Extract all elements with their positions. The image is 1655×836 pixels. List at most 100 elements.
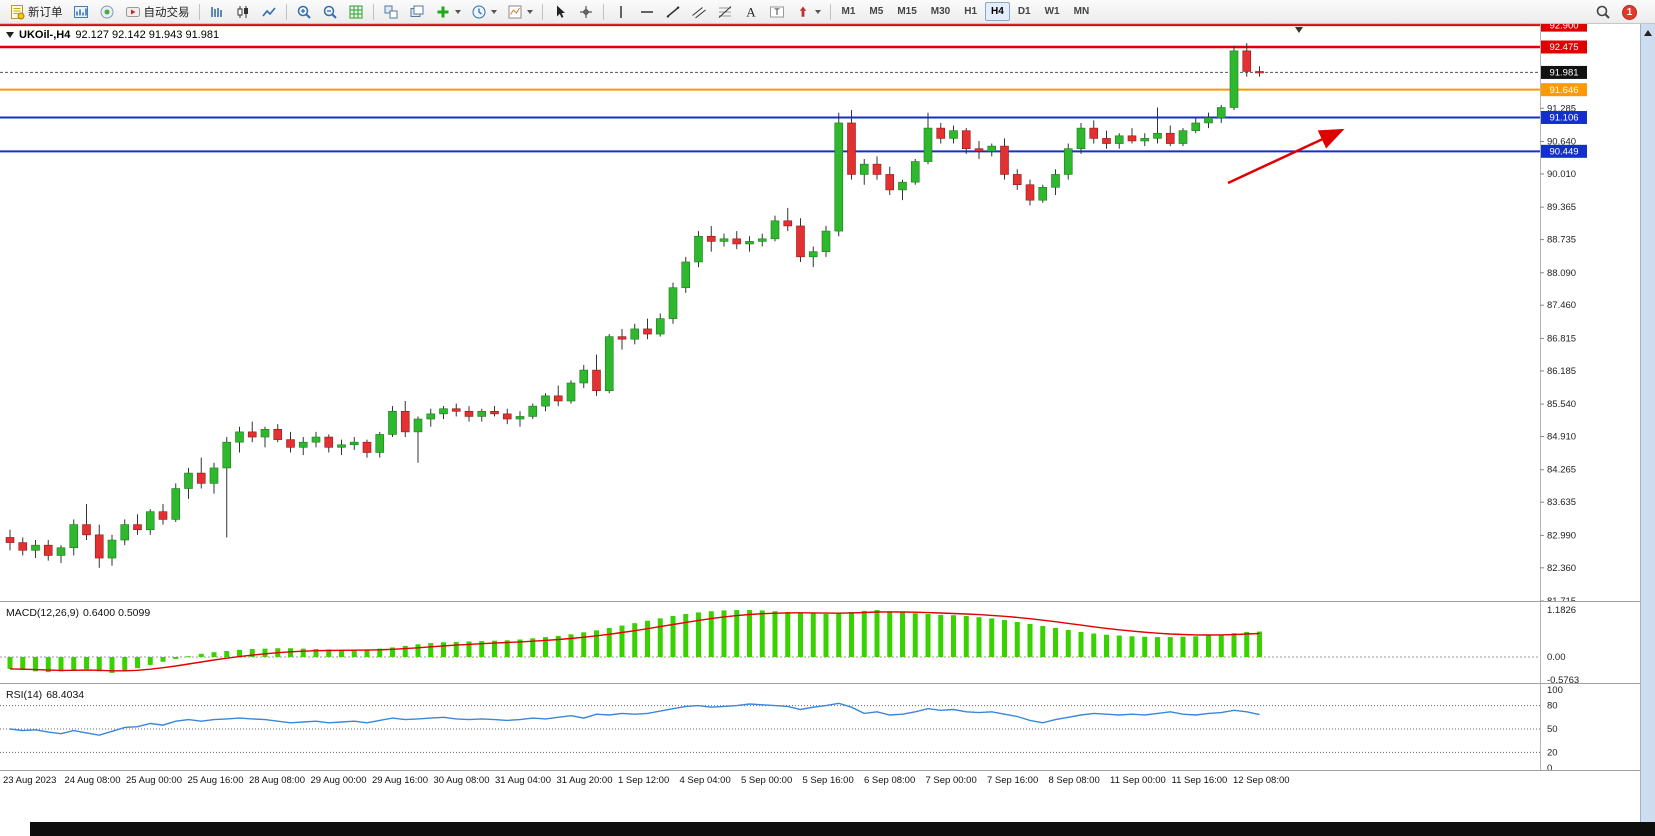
text-icon: A — [746, 4, 756, 19]
time-axis-label: 25 Aug 16:00 — [187, 775, 244, 786]
chart-collapse-icon[interactable] — [6, 32, 14, 38]
zoom-in-button[interactable] — [292, 1, 316, 23]
time-axis[interactable]: 23 Aug 2023 24 Aug 08:00 25 Aug 00:00 25 Au… — [0, 771, 1640, 790]
macd-title: MACD(12,26,9) — [6, 607, 79, 619]
text-button[interactable]: A — [739, 1, 763, 23]
timeframe-d1-button[interactable]: D1 — [1017, 6, 1031, 17]
macd-axis[interactable]: 1.1826 0.00 -0.5763 — [1540, 602, 1580, 684]
arrow-annotation[interactable] — [1227, 128, 1345, 185]
right-scrollbar[interactable] — [1640, 24, 1655, 822]
trendline-button[interactable] — [661, 1, 685, 23]
toolbar-separator — [198, 3, 200, 20]
svg-text:82.990: 82.990 — [1547, 530, 1576, 541]
svg-text:84.265: 84.265 — [1547, 465, 1576, 476]
charts-icon — [73, 5, 88, 18]
time-axis-label: 24 Aug 08:00 — [64, 775, 121, 786]
chevron-down-icon — [526, 9, 533, 14]
linechart-icon — [261, 6, 276, 16]
svg-text:92.900: 92.900 — [1549, 24, 1578, 31]
indicators-button[interactable] — [431, 1, 465, 23]
macd-panel[interactable]: 1.1826 0.00 -0.5763 — [0, 602, 1640, 684]
new-order-button-label: 新订单 — [28, 6, 63, 19]
cascade-windows-button[interactable] — [405, 1, 429, 23]
auto-trading-button[interactable]: 自动交易 — [121, 1, 194, 23]
scroll-up-icon[interactable] — [1644, 30, 1652, 36]
macd-main-value: 0.6400 — [82, 607, 116, 619]
timeframe-toolbar: M1 M5 M15 M30 H1 H4 D1 W1 MN — [835, 0, 1097, 24]
channel-button[interactable] — [687, 1, 711, 23]
chart-ohlc-values: 92.127 92.142 91.943 91.981 — [75, 29, 220, 41]
svg-text:92.475: 92.475 — [1549, 42, 1578, 53]
horizontal-line-button[interactable] — [635, 1, 659, 23]
label-button[interactable]: T — [765, 1, 789, 23]
zoom-out-button[interactable] — [318, 1, 342, 23]
vertical-line-button[interactable] — [609, 1, 633, 23]
candle-chart-button[interactable] — [231, 1, 255, 23]
periods-button[interactable] — [467, 1, 501, 23]
time-axis-label: 29 Aug 00:00 — [310, 775, 367, 786]
level-lines[interactable] — [0, 24, 1540, 153]
charts-window-button[interactable] — [69, 1, 93, 23]
svg-text:88.735: 88.735 — [1547, 235, 1576, 246]
time-axis-label: 29 Aug 16:00 — [372, 775, 428, 786]
toolbar-separator — [372, 3, 374, 20]
timeframe-m1-button[interactable]: M1 — [841, 6, 856, 17]
timeframe-w1-button[interactable]: W1 — [1044, 6, 1060, 17]
new-order-button[interactable]: 新订单 — [5, 1, 67, 23]
chevron-down-icon — [814, 9, 821, 14]
bottom-taskbar — [30, 822, 1655, 836]
search-icon — [1596, 5, 1610, 19]
time-axis-label: 8 Sep 08:00 — [1048, 775, 1100, 786]
svg-text:91.285: 91.285 — [1547, 103, 1576, 114]
cursor-button[interactable] — [548, 1, 572, 23]
svg-text:80: 80 — [1547, 701, 1558, 712]
arrows-button[interactable] — [791, 1, 825, 23]
cascade-icon — [410, 5, 423, 17]
svg-text:20: 20 — [1547, 747, 1558, 758]
grid-button[interactable] — [344, 1, 368, 23]
timeframe-m5-button[interactable]: M5 — [869, 6, 884, 17]
time-axis-label: 4 Sep 04:00 — [679, 775, 731, 786]
rsi-axis[interactable]: 100 80 50 20 0 — [1540, 684, 1563, 771]
toolbar-separator — [602, 3, 604, 20]
svg-text:83.635: 83.635 — [1547, 497, 1576, 508]
timeframe-h1-button[interactable]: H1 — [964, 6, 978, 17]
svg-text:91.106: 91.106 — [1549, 113, 1578, 124]
rsi-panel[interactable]: 100 80 50 20 0 — [0, 684, 1640, 771]
notification-badge[interactable]: 1 — [1622, 4, 1637, 20]
toolbar: 新订单 自动交易 A T M1 M5 M15 M30 H1 H4 D1 W1 MN 1 — [0, 0, 1655, 24]
fibonacci-button[interactable] — [713, 1, 737, 23]
label-icon: T — [769, 6, 784, 17]
price-axis[interactable]: 91.285 90.640 90.010 89.365 88.735 88.090 87.4… — [1540, 24, 1587, 602]
svg-text:91.646: 91.646 — [1549, 85, 1578, 96]
bar-chart-button[interactable] — [205, 1, 229, 23]
time-axis-label: 5 Sep 00:00 — [741, 775, 793, 786]
search-button[interactable] — [1591, 1, 1615, 23]
rsi-label: RSI(14) 68.4034 — [6, 689, 84, 701]
time-axis-label: 25 Aug 00:00 — [126, 775, 182, 786]
tile-windows-button[interactable] — [379, 1, 403, 23]
timeframe-h4-button[interactable]: H4 — [985, 2, 1010, 21]
toolbar-separator — [829, 3, 831, 20]
chart-shift-marker[interactable] — [1295, 27, 1303, 33]
crosshair-button[interactable] — [574, 1, 598, 23]
timeframe-m30-button[interactable]: M30 — [930, 6, 951, 17]
zoom-out-icon — [323, 5, 337, 19]
line-chart-button[interactable] — [257, 1, 281, 23]
svg-text:85.540: 85.540 — [1547, 399, 1576, 410]
cursor-icon — [556, 5, 565, 18]
toolbar-separator — [285, 3, 287, 20]
price-chart[interactable]: 91.285 90.640 90.010 89.365 88.735 88.090 87.4… — [0, 24, 1640, 602]
macd-histogram — [7, 610, 1262, 673]
macd-signal-line — [9, 611, 1260, 672]
community-icon — [100, 5, 113, 18]
svg-text:90.640: 90.640 — [1547, 136, 1576, 147]
timeframe-m15-button[interactable]: M15 — [897, 6, 917, 17]
time-axis-label: 6 Sep 08:00 — [864, 775, 916, 786]
templates-button[interactable] — [503, 1, 537, 23]
community-button[interactable] — [95, 1, 119, 23]
toolbar-right-group: 1 — [1590, 0, 1637, 24]
time-axis-label: 31 Aug 20:00 — [556, 775, 613, 786]
svg-text:86.185: 86.185 — [1547, 366, 1576, 377]
timeframe-mn-button[interactable]: MN — [1073, 6, 1090, 17]
